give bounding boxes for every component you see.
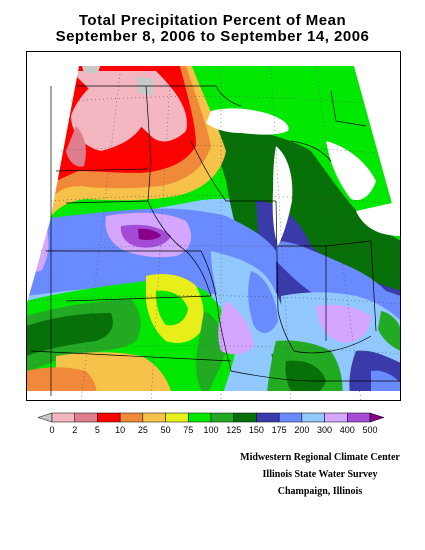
legend-label: 400 — [340, 425, 355, 435]
legend-label: 150 — [249, 425, 264, 435]
legend-swatch — [233, 412, 257, 423]
legend-label: 75 — [183, 425, 193, 435]
legend-arrow-low — [37, 412, 53, 423]
legend-label: 175 — [272, 425, 287, 435]
legend-swatch — [210, 412, 234, 423]
precipitation-map — [26, 51, 401, 401]
map-frame — [26, 51, 401, 401]
legend-label: 25 — [138, 425, 148, 435]
color-legend: 0 2 5 10 25 50 75 100 125 150 175 200 300 400 500 — [37, 412, 385, 435]
legend-label: 10 — [115, 425, 125, 435]
legend-swatch — [74, 412, 98, 423]
legend-swatch — [142, 412, 166, 423]
legend-swatch — [301, 412, 325, 423]
legend-label: 300 — [317, 425, 332, 435]
legend-swatch — [347, 412, 371, 423]
legend-label: 200 — [294, 425, 309, 435]
legend-swatch — [119, 412, 144, 423]
map-title: Total Precipitation Percent of Mean — [78, 12, 347, 29]
map-outside-mask — [26, 51, 401, 401]
legend-label: 100 — [203, 425, 218, 435]
legend-swatch — [324, 412, 348, 423]
precipitation-field — [26, 66, 401, 391]
legend-label: 5 — [95, 425, 100, 435]
legend-label: 500 — [362, 425, 377, 435]
credit-mrcc: Midwestern Regional Climate Center — [240, 452, 400, 463]
lake-erie — [356, 201, 401, 236]
legend-swatch — [278, 412, 303, 423]
legend-arrow-high — [369, 412, 385, 423]
lake-huron — [326, 141, 376, 201]
legend-swatch — [165, 412, 189, 423]
map-date-range: September 8, 2006 to September 14, 2006 — [55, 28, 370, 45]
state-borders — [30, 85, 401, 396]
credit-location: Champaign, Illinois — [277, 486, 363, 497]
legend-swatch — [188, 412, 212, 423]
legend-swatch — [256, 412, 280, 423]
lake-michigan — [272, 146, 293, 246]
legend-label: 50 — [161, 425, 171, 435]
legend-label: 125 — [226, 425, 241, 435]
credit-isws: Illinois State Water Survey — [262, 469, 378, 480]
legend-label: 2 — [72, 425, 77, 435]
legend-swatch — [97, 412, 121, 423]
lake-superior — [206, 108, 289, 135]
legend-swatch — [51, 412, 75, 423]
graticule — [26, 65, 401, 401]
legend-label: 0 — [49, 425, 54, 435]
